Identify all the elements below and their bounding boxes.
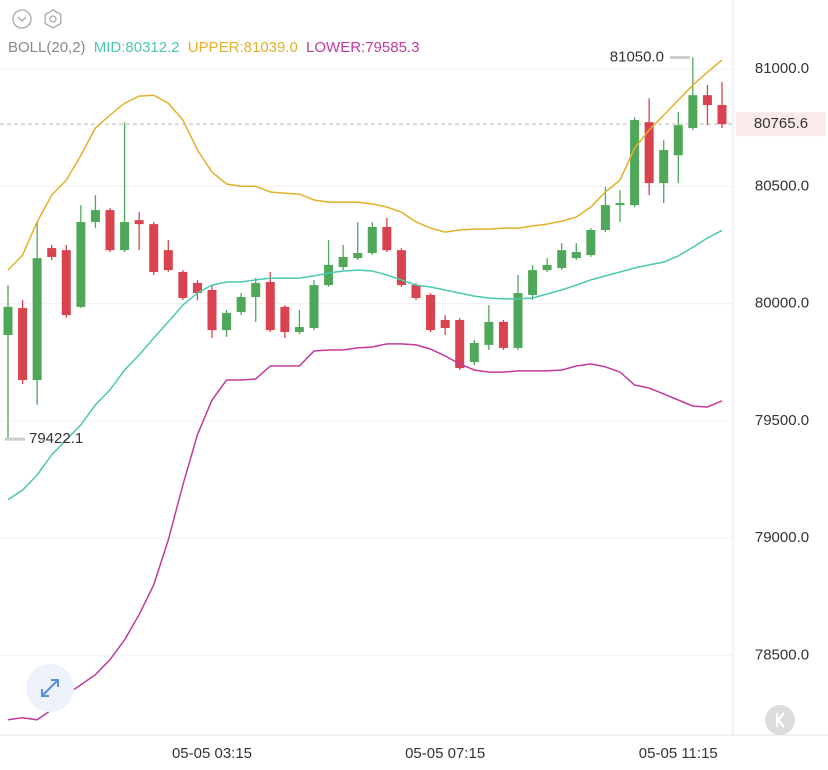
legend-entry: UPPER:81039.0 (188, 39, 298, 56)
y-tick-label: 79500.0 (755, 412, 809, 429)
candle-body (455, 320, 465, 369)
candle-body (688, 95, 698, 129)
candle-body (236, 297, 246, 313)
candle-body (134, 220, 144, 225)
candle-body (557, 250, 567, 268)
x-tick-label: 05-05 11:15 (639, 745, 718, 762)
candle-body (163, 250, 173, 271)
candle-body (644, 122, 654, 184)
candle-body (673, 125, 683, 156)
legend: BOLL(20,2) MID:80312.2 UPPER:81039.0 LOW… (8, 39, 419, 56)
collapse-icon[interactable] (12, 9, 32, 29)
candle-body (3, 306, 13, 336)
legend-entry: MID:80312.2 (94, 39, 180, 56)
band-line (7, 59, 723, 271)
last-price-label: 80765.6 (754, 115, 808, 132)
candle-body (396, 250, 406, 286)
candle-body (353, 252, 363, 259)
candle-body (630, 120, 640, 206)
candle-body (717, 105, 727, 125)
candle-body (192, 282, 202, 294)
candle-body (702, 95, 712, 106)
candle-body (498, 321, 508, 348)
candle-body (586, 229, 596, 256)
candle-body (18, 308, 28, 381)
candle-body (47, 248, 57, 257)
y-tick-label: 81000.0 (755, 60, 809, 77)
high-label: 81050.0 (610, 48, 664, 65)
candle-body (469, 343, 479, 362)
legend-entry: LOWER:79585.3 (306, 39, 419, 56)
candle-body (90, 210, 100, 223)
y-tick-label: 79000.0 (755, 529, 809, 546)
candle-body (120, 222, 130, 251)
last-price-tag (736, 112, 826, 137)
candle-body (294, 327, 304, 332)
k-button[interactable] (765, 705, 795, 735)
candle-body (367, 226, 377, 253)
candle-body (105, 210, 115, 251)
candle-body (600, 205, 610, 230)
candle-body (61, 250, 71, 316)
candle-body (382, 226, 392, 251)
x-tick-label: 05-05 03:15 (172, 745, 252, 762)
y-tick-label: 78500.0 (755, 646, 809, 663)
candle-body (571, 252, 581, 259)
indicator-label: BOLL(20,2) (8, 39, 86, 56)
candle-body (222, 312, 232, 331)
candle-body (615, 203, 625, 206)
band-line (7, 229, 723, 501)
band-line (7, 343, 723, 721)
candle-body (76, 222, 86, 307)
candle-body (426, 294, 436, 331)
candle-body (178, 271, 188, 298)
candle-body (528, 270, 538, 295)
candle-body (149, 224, 159, 272)
candle-body (280, 306, 290, 332)
candle-body (484, 321, 494, 345)
candle-body (324, 264, 334, 286)
settings-icon[interactable] (44, 9, 62, 29)
candle-body (411, 285, 421, 298)
candle-body (338, 256, 348, 268)
candle-body (542, 264, 552, 271)
candle-body (513, 293, 523, 348)
candle-body (659, 150, 669, 184)
y-tick-label: 80000.0 (755, 295, 809, 312)
candle-body (309, 285, 319, 328)
candle-body (265, 282, 275, 331)
plot: 78500.0 79000.0 79500.0 80000.0 80500.0 81000… (0, 48, 826, 762)
candle-body (440, 320, 450, 328)
candle-body (32, 258, 42, 381)
x-tick-label: 05-05 07:15 (405, 745, 485, 762)
y-tick-label: 80500.0 (755, 177, 809, 194)
candle-body (207, 290, 217, 331)
expand-button[interactable] (26, 664, 74, 712)
candle-body (251, 282, 261, 298)
low-label: 79422.1 (29, 430, 83, 447)
